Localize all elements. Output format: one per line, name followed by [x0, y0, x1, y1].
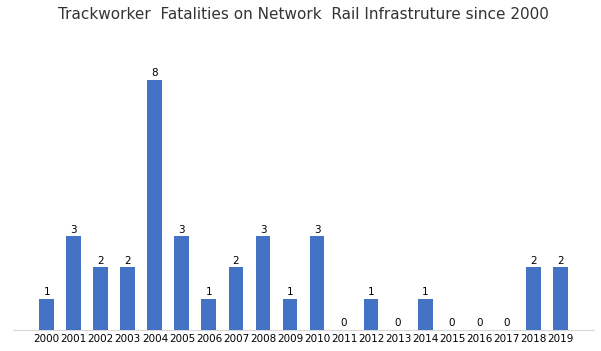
Text: 8: 8 — [151, 68, 158, 78]
Text: 3: 3 — [260, 225, 266, 234]
Text: 1: 1 — [368, 287, 374, 297]
Text: 2: 2 — [530, 256, 537, 266]
Bar — [255, 236, 270, 330]
Text: 1: 1 — [206, 287, 212, 297]
Text: 1: 1 — [43, 287, 50, 297]
Text: 2: 2 — [233, 256, 239, 266]
Bar — [526, 267, 541, 330]
Text: 3: 3 — [178, 225, 185, 234]
Bar — [418, 299, 433, 330]
Bar — [174, 236, 189, 330]
Bar — [228, 267, 243, 330]
Text: 2: 2 — [557, 256, 564, 266]
Title: Trackworker  Fatalities on Network  Rail Infrastruture since 2000: Trackworker Fatalities on Network Rail I… — [58, 7, 549, 22]
Text: 2: 2 — [97, 256, 104, 266]
Text: 0: 0 — [395, 318, 401, 328]
Bar — [553, 267, 567, 330]
Bar — [201, 299, 216, 330]
Bar — [310, 236, 325, 330]
Text: 3: 3 — [314, 225, 320, 234]
Bar — [364, 299, 379, 330]
Text: 3: 3 — [70, 225, 77, 234]
Text: 0: 0 — [341, 318, 347, 328]
Text: 0: 0 — [476, 318, 483, 328]
Bar — [120, 267, 135, 330]
Text: 1: 1 — [422, 287, 429, 297]
Bar — [93, 267, 108, 330]
Bar — [40, 299, 54, 330]
Text: 0: 0 — [503, 318, 510, 328]
Text: 1: 1 — [287, 287, 293, 297]
Text: 0: 0 — [449, 318, 456, 328]
Text: 2: 2 — [124, 256, 131, 266]
Bar — [66, 236, 81, 330]
Bar — [147, 80, 162, 330]
Bar — [282, 299, 297, 330]
